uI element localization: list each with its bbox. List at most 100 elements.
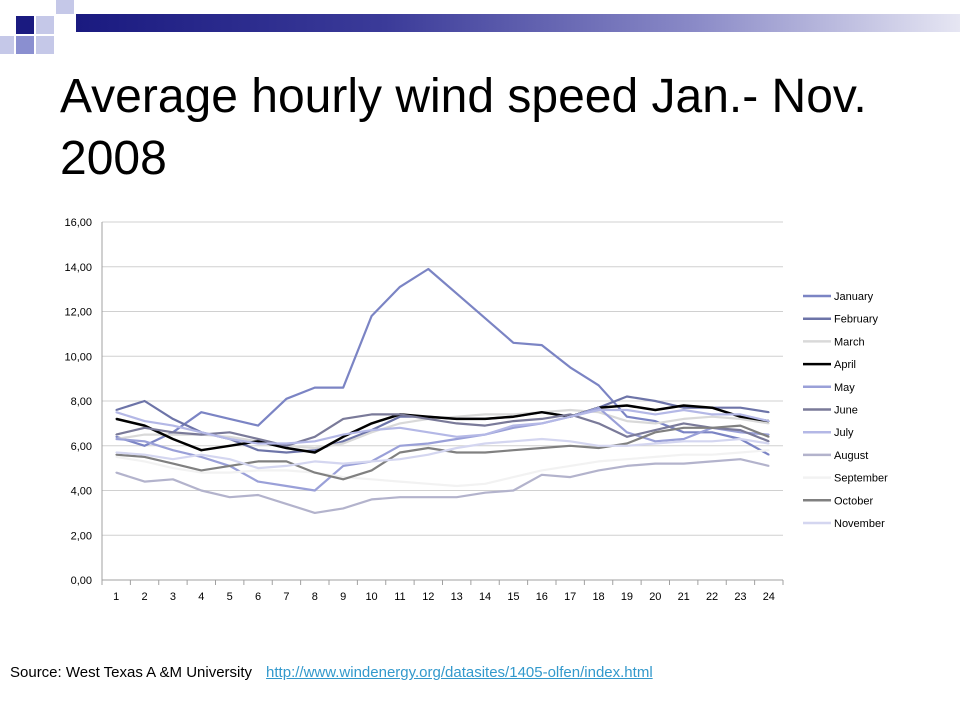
data-point-january bbox=[541, 344, 543, 346]
x-tick-label: 11 bbox=[394, 591, 405, 603]
data-point-march bbox=[739, 418, 742, 420]
x-tick-label: 2 bbox=[142, 591, 148, 603]
data-point-march bbox=[654, 422, 657, 425]
series-line-april bbox=[115, 404, 769, 454]
data-point-september bbox=[597, 460, 600, 463]
data-point-april bbox=[257, 440, 259, 443]
data-point-september bbox=[257, 469, 259, 472]
data-point-march bbox=[682, 418, 685, 420]
data-point-may bbox=[455, 438, 458, 440]
data-point-october bbox=[342, 478, 344, 481]
data-point-july bbox=[455, 436, 458, 438]
data-point-november bbox=[739, 438, 742, 440]
y-tick-label: 0,00 bbox=[71, 575, 92, 587]
data-point-february bbox=[257, 449, 259, 452]
data-point-july bbox=[512, 424, 515, 427]
data-point-august bbox=[115, 471, 117, 474]
data-point-september bbox=[228, 471, 231, 474]
data-point-january bbox=[257, 424, 259, 427]
data-point-november bbox=[682, 440, 685, 443]
data-point-october bbox=[541, 447, 543, 449]
data-point-april bbox=[512, 415, 515, 418]
data-point-november bbox=[569, 440, 571, 443]
data-point-february bbox=[172, 418, 174, 420]
data-point-july bbox=[228, 438, 231, 440]
x-tick-label: 23 bbox=[734, 591, 746, 603]
data-point-august bbox=[654, 462, 657, 465]
data-point-september bbox=[682, 453, 685, 456]
data-point-july bbox=[484, 433, 486, 436]
data-point-september bbox=[200, 471, 203, 474]
data-point-july bbox=[143, 420, 146, 422]
slide-title: Average hourly wind speed Jan.- Nov. 200… bbox=[60, 70, 867, 185]
data-point-november bbox=[484, 442, 486, 445]
data-point-may bbox=[427, 442, 430, 445]
data-point-march bbox=[314, 447, 316, 449]
data-point-november bbox=[455, 447, 458, 449]
data-point-may bbox=[172, 449, 174, 452]
data-point-june bbox=[597, 422, 600, 425]
data-point-june bbox=[455, 422, 458, 425]
data-point-july bbox=[626, 409, 628, 411]
data-point-april bbox=[115, 418, 117, 420]
data-point-june bbox=[682, 422, 685, 425]
data-point-april bbox=[654, 409, 657, 411]
data-point-april bbox=[484, 418, 486, 420]
data-point-september bbox=[427, 482, 430, 485]
series-line-july bbox=[115, 408, 770, 445]
x-tick-label: 6 bbox=[255, 591, 261, 603]
source-caption: Source: West Texas A &M University http:/… bbox=[10, 664, 653, 681]
data-point-march bbox=[455, 415, 458, 418]
deco-square-lavender bbox=[36, 16, 54, 34]
data-point-january bbox=[512, 342, 515, 344]
data-point-june bbox=[512, 420, 515, 422]
data-point-july bbox=[115, 411, 117, 413]
data-point-june bbox=[172, 431, 174, 434]
source-link[interactable]: http://www.windenergy.org/datasites/1405… bbox=[266, 664, 653, 681]
data-point-february bbox=[143, 400, 146, 402]
x-tick-label: 9 bbox=[340, 591, 346, 603]
series-line-june bbox=[115, 413, 770, 447]
data-point-march bbox=[711, 415, 713, 418]
data-point-october bbox=[314, 471, 316, 474]
data-point-may bbox=[314, 489, 316, 492]
data-point-june bbox=[342, 418, 344, 420]
data-point-august bbox=[314, 512, 316, 514]
data-point-july bbox=[257, 442, 259, 445]
data-point-january bbox=[626, 415, 628, 418]
data-point-october bbox=[455, 451, 458, 454]
data-point-august bbox=[370, 498, 373, 501]
data-point-august bbox=[626, 465, 628, 467]
data-point-august bbox=[143, 480, 146, 483]
y-tick-label: 14,00 bbox=[64, 262, 92, 274]
data-point-may bbox=[768, 433, 770, 436]
data-point-april bbox=[228, 444, 231, 447]
data-point-march bbox=[370, 431, 373, 434]
data-point-july bbox=[285, 442, 288, 445]
data-point-october bbox=[399, 451, 401, 454]
data-point-may bbox=[399, 444, 401, 447]
x-tick-label: 5 bbox=[227, 591, 233, 603]
data-point-august bbox=[399, 496, 401, 499]
data-point-june bbox=[143, 427, 146, 429]
data-point-february bbox=[115, 409, 117, 411]
data-point-january bbox=[597, 384, 600, 387]
data-point-may bbox=[200, 456, 203, 458]
data-point-september bbox=[739, 451, 742, 454]
data-point-april bbox=[711, 406, 713, 409]
data-point-june bbox=[257, 438, 259, 440]
data-point-november bbox=[597, 444, 600, 447]
x-tick-label: 13 bbox=[451, 591, 463, 603]
data-point-may bbox=[654, 440, 657, 443]
data-point-november bbox=[228, 458, 231, 460]
data-point-october bbox=[257, 460, 259, 463]
data-point-september bbox=[541, 469, 543, 472]
data-point-june bbox=[427, 418, 430, 420]
data-point-october bbox=[370, 469, 373, 472]
data-point-june bbox=[768, 440, 770, 443]
data-point-february bbox=[399, 415, 401, 418]
data-point-january bbox=[143, 444, 146, 447]
deco-square-pale bbox=[36, 36, 54, 54]
data-point-april bbox=[143, 424, 146, 427]
data-point-may bbox=[512, 427, 515, 429]
